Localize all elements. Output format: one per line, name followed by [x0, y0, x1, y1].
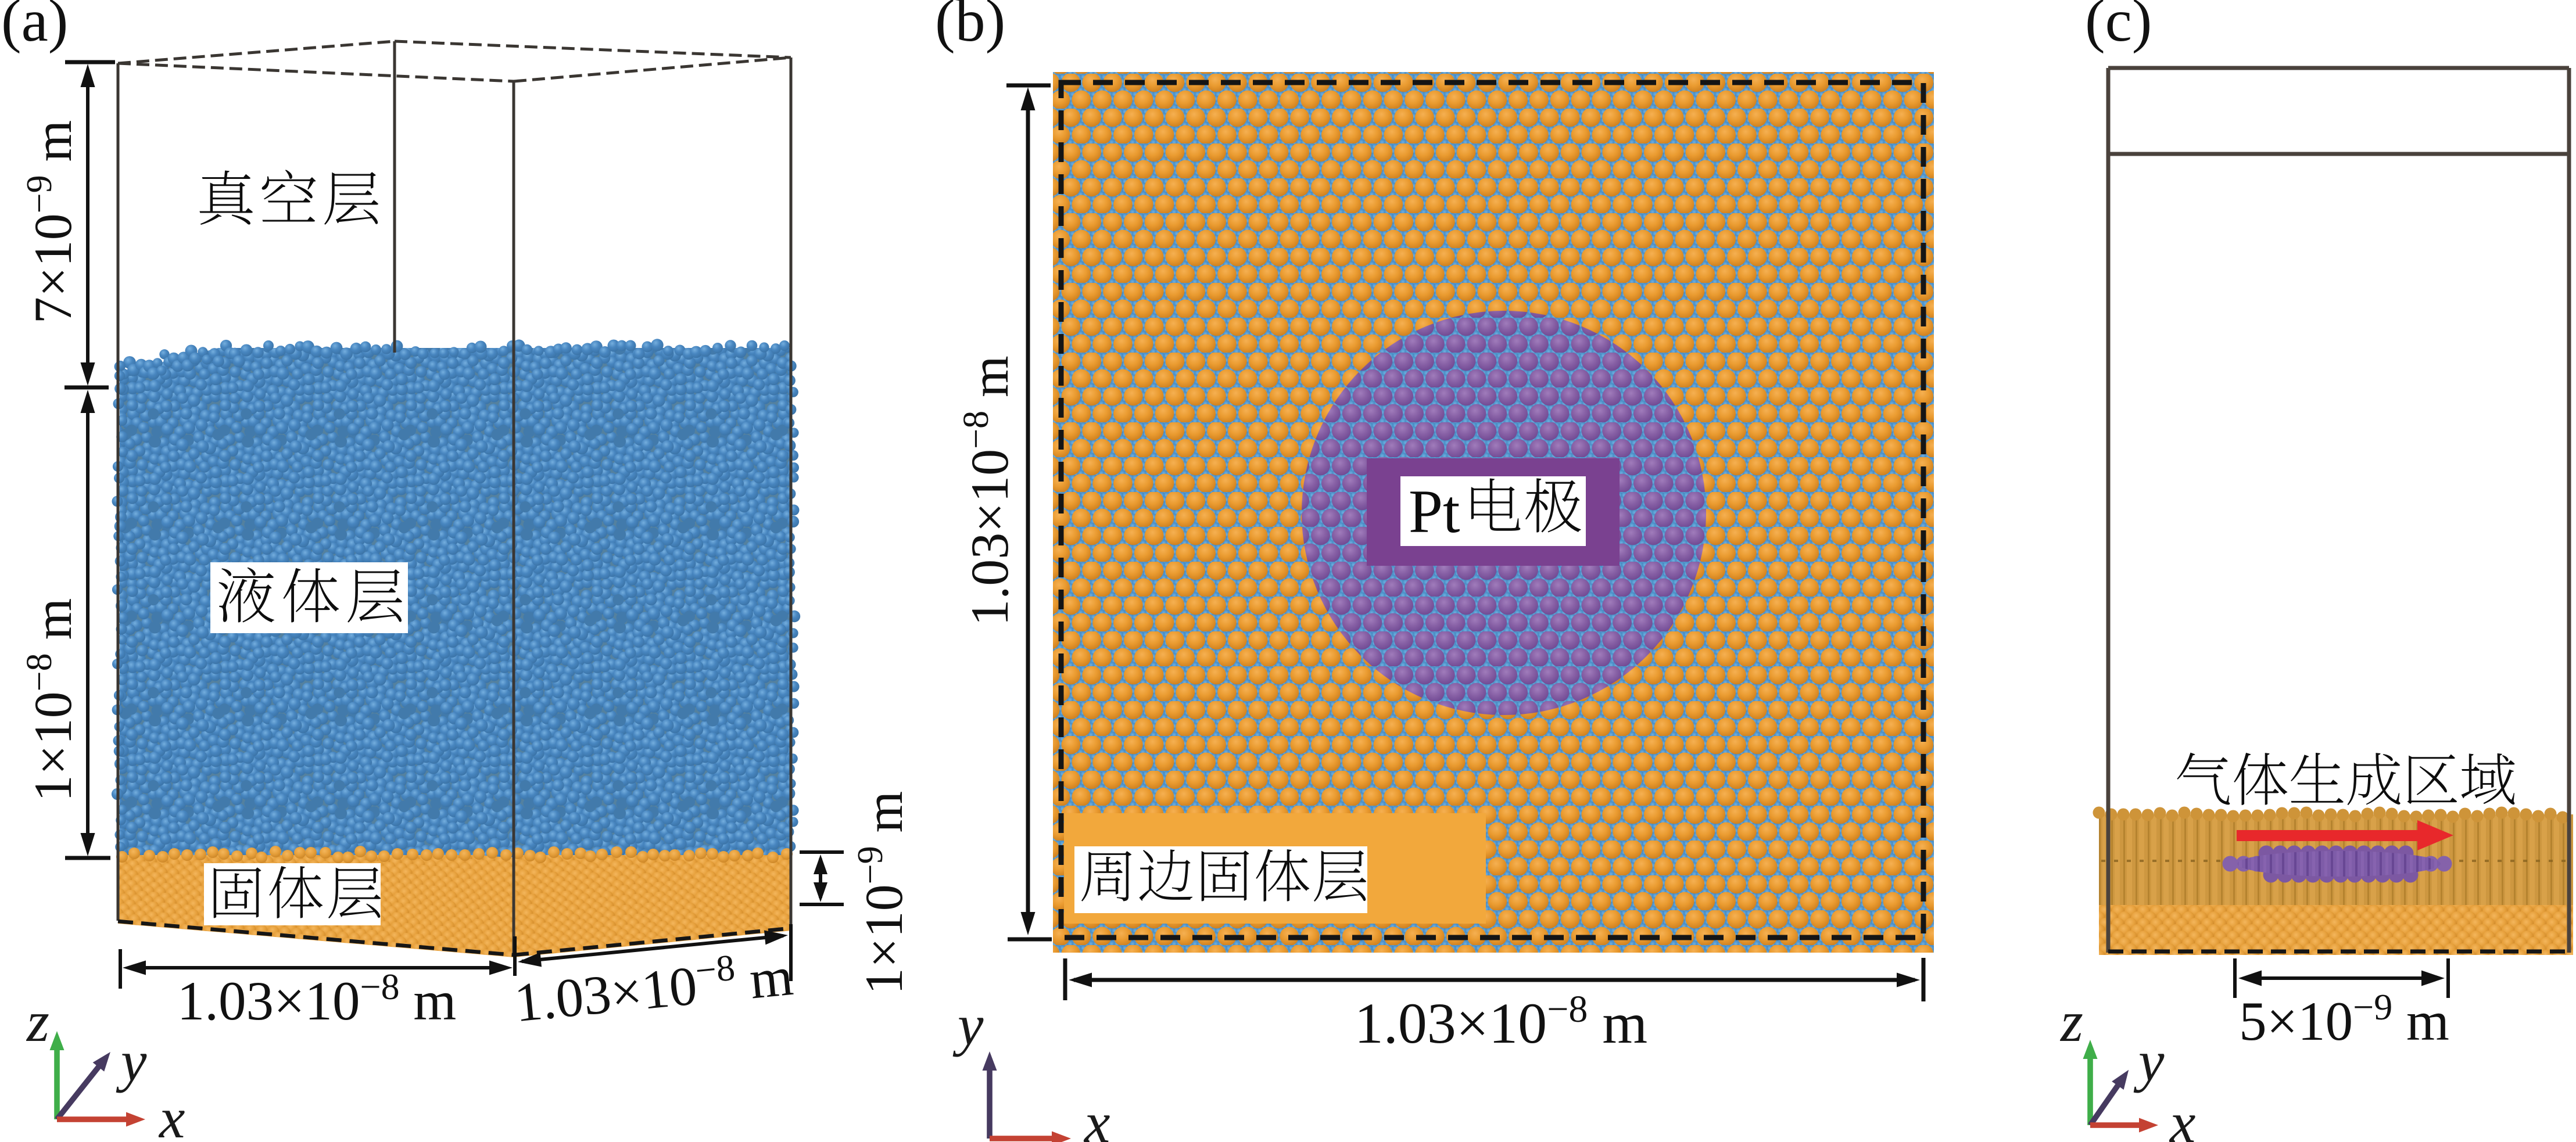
svg-text:y: y: [116, 1029, 147, 1093]
svg-text:z: z: [26, 989, 49, 1054]
svg-text:5×10−9 m: 5×10−9 m: [2239, 986, 2449, 1052]
svg-text:z: z: [2059, 989, 2083, 1054]
svg-text:y: y: [952, 993, 984, 1057]
svg-text:Pt: Pt: [1409, 477, 1460, 545]
svg-text:(c): (c): [2085, 0, 2152, 54]
svg-text:x: x: [2169, 1090, 2195, 1142]
svg-text:x: x: [158, 1086, 185, 1142]
svg-text:x: x: [1083, 1090, 1110, 1142]
svg-text:(a): (a): [1, 0, 68, 54]
svg-text:(b): (b): [935, 0, 1005, 54]
svg-text:7×10−9 m: 7×10−9 m: [20, 120, 83, 324]
svg-text:1×10−8 m: 1×10−8 m: [20, 598, 83, 802]
svg-text:y: y: [2133, 1029, 2165, 1093]
svg-text:1.03×10−8 m: 1.03×10−8 m: [1355, 988, 1647, 1055]
svg-text:1.03×10−8 m: 1.03×10−8 m: [956, 355, 1019, 626]
svg-text:1×10−9 m: 1×10−9 m: [851, 791, 913, 994]
svg-text:1.03×10−8 m: 1.03×10−8 m: [177, 966, 457, 1032]
